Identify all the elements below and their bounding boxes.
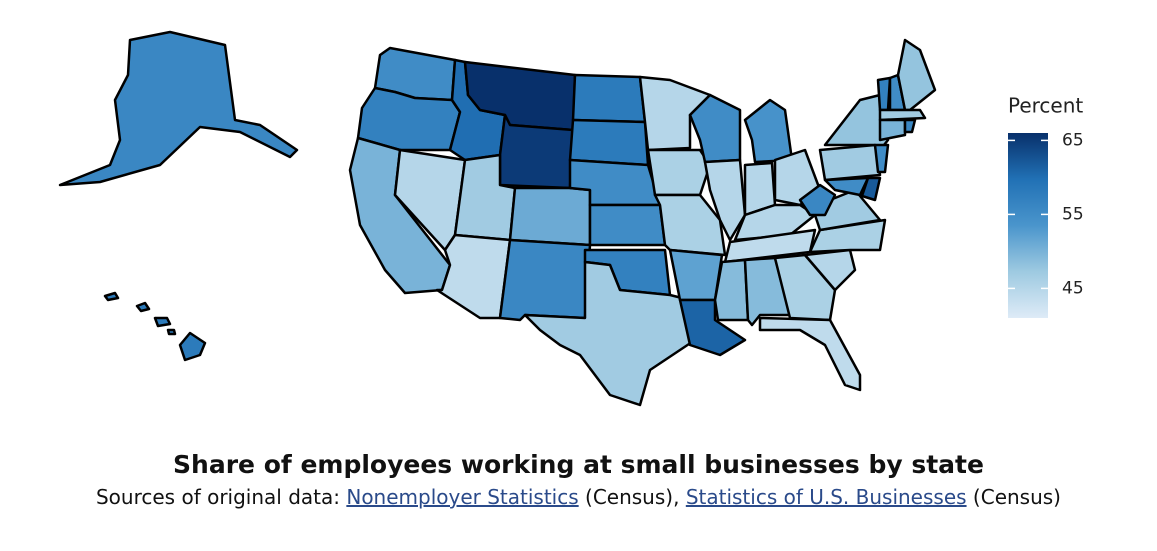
legend-bar bbox=[1008, 133, 1048, 318]
state bbox=[571, 73, 647, 124]
state bbox=[758, 316, 862, 392]
subtitle: Sources of original data: Nonemployer St… bbox=[0, 485, 1157, 509]
state bbox=[103, 291, 207, 362]
state bbox=[435, 233, 512, 320]
state bbox=[798, 183, 837, 217]
state bbox=[873, 143, 890, 174]
state bbox=[773, 253, 837, 322]
state bbox=[646, 148, 712, 197]
state bbox=[568, 118, 650, 167]
state bbox=[703, 158, 747, 242]
state bbox=[876, 76, 892, 112]
state bbox=[878, 108, 927, 122]
state bbox=[588, 203, 667, 247]
state bbox=[903, 118, 917, 134]
state bbox=[818, 143, 882, 182]
legend-tick-label: 65 bbox=[1062, 130, 1084, 150]
legend-title: Percent bbox=[1008, 94, 1083, 118]
subtitle-text: Sources of original data: bbox=[95, 485, 340, 509]
state bbox=[668, 248, 724, 302]
legend-tick-label: 45 bbox=[1062, 278, 1084, 298]
state bbox=[713, 258, 750, 322]
state bbox=[743, 98, 794, 164]
state bbox=[823, 176, 870, 197]
chart-title: Share of employees working at small busi… bbox=[173, 450, 984, 479]
state bbox=[508, 186, 592, 247]
legend-tick-label: 55 bbox=[1062, 204, 1084, 224]
state bbox=[860, 176, 882, 202]
source-link[interactable]: Statistics of U.S. Businesses bbox=[685, 485, 967, 509]
subtitle-text: (Census), bbox=[585, 485, 680, 509]
subtitle-text: (Census) bbox=[972, 485, 1061, 509]
states bbox=[58, 30, 937, 407]
state bbox=[58, 30, 299, 187]
state bbox=[878, 118, 907, 142]
state bbox=[498, 238, 592, 322]
state bbox=[523, 260, 697, 407]
state bbox=[638, 75, 712, 152]
source-link[interactable]: Nonemployer Statistics bbox=[346, 485, 579, 509]
map: Percent 45 55 65 bbox=[58, 30, 1084, 407]
caption: Share of employees working at small busi… bbox=[0, 450, 1157, 509]
state bbox=[896, 38, 937, 112]
